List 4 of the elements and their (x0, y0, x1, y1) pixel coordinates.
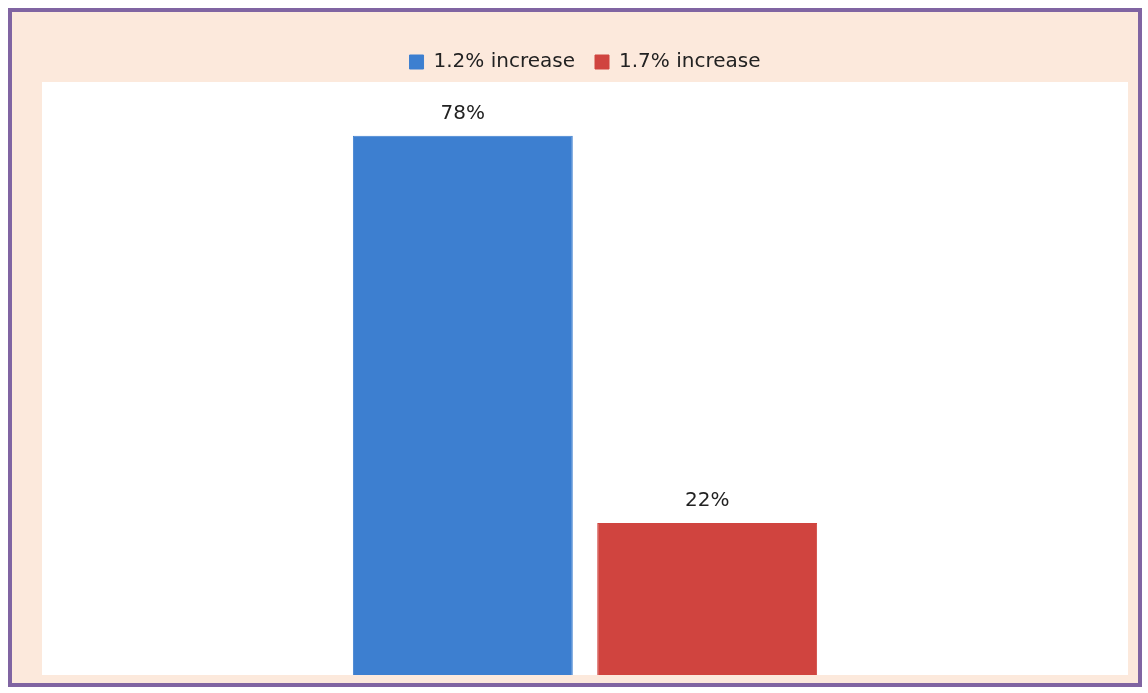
data-label: 22% (684, 487, 730, 512)
data-label: 78% (440, 100, 486, 125)
legend-label: 1.2% increase (433, 48, 575, 73)
legend-label: 1.7% increase (619, 48, 761, 73)
